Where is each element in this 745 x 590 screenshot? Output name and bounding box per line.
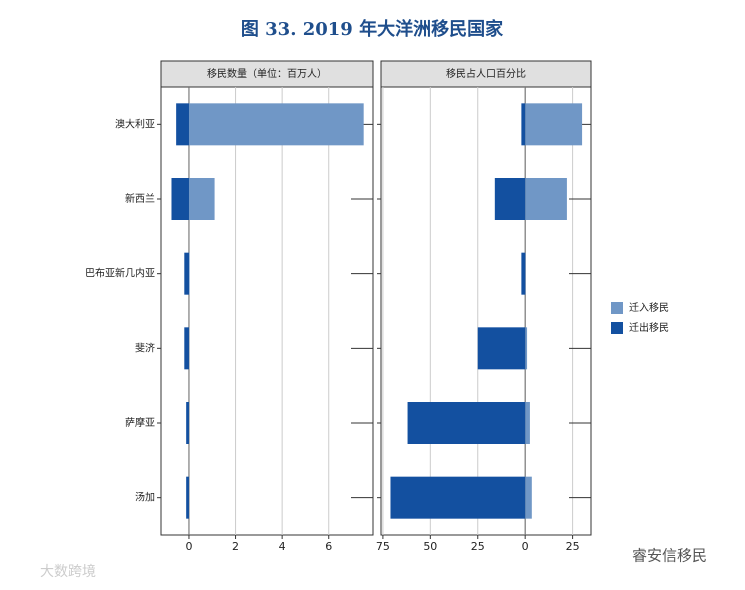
y-tick-label: 斐济 <box>135 341 155 354</box>
bar <box>189 178 215 220</box>
watermark: 睿安信移民 <box>632 547 707 565</box>
bar <box>525 402 530 444</box>
x-tick-label: 25 <box>471 540 485 553</box>
panel-title: 移民占人口百分比 <box>446 67 526 80</box>
legend-swatch <box>611 302 623 314</box>
bar <box>186 477 189 519</box>
bar <box>525 327 527 369</box>
bar <box>189 253 190 295</box>
watermark: 大数跨境 <box>40 564 96 580</box>
plot-area <box>161 87 373 535</box>
x-tick-label: 0 <box>185 540 192 553</box>
panel-title: 移民数量（单位：百万人） <box>207 67 327 80</box>
bar <box>478 327 525 369</box>
bar <box>525 103 582 145</box>
x-tick-label: 4 <box>279 540 286 553</box>
y-tick-label: 巴布亚新几内亚 <box>85 267 155 280</box>
bar <box>184 327 189 369</box>
bar <box>525 253 526 295</box>
x-tick-label: 25 <box>566 540 580 553</box>
bar <box>408 402 526 444</box>
x-tick-label: 50 <box>423 540 437 553</box>
bar <box>186 402 189 444</box>
x-tick-label: 0 <box>522 540 529 553</box>
legend-swatch <box>611 322 623 334</box>
bar <box>521 253 525 295</box>
y-tick-label: 汤加 <box>135 491 155 504</box>
y-tick-label: 澳大利亚 <box>115 117 155 130</box>
y-tick-label: 萨摩亚 <box>125 416 155 429</box>
x-tick-label: 75 <box>376 540 390 553</box>
bar <box>525 178 567 220</box>
legend-label: 迁入移民 <box>629 301 669 314</box>
bar <box>495 178 525 220</box>
bar <box>176 103 189 145</box>
bar <box>525 477 532 519</box>
chart-title: 图 33. 2019 年大洋洲移民国家 <box>241 18 504 40</box>
x-tick-label: 2 <box>232 540 239 553</box>
bar <box>521 103 525 145</box>
bar <box>171 178 188 220</box>
bar <box>184 253 189 295</box>
y-tick-label: 新西兰 <box>125 192 155 205</box>
bar <box>390 477 525 519</box>
x-tick-label: 6 <box>325 540 332 553</box>
legend-label: 迁出移民 <box>629 321 669 334</box>
plot-area <box>381 87 591 535</box>
bar <box>189 103 364 145</box>
